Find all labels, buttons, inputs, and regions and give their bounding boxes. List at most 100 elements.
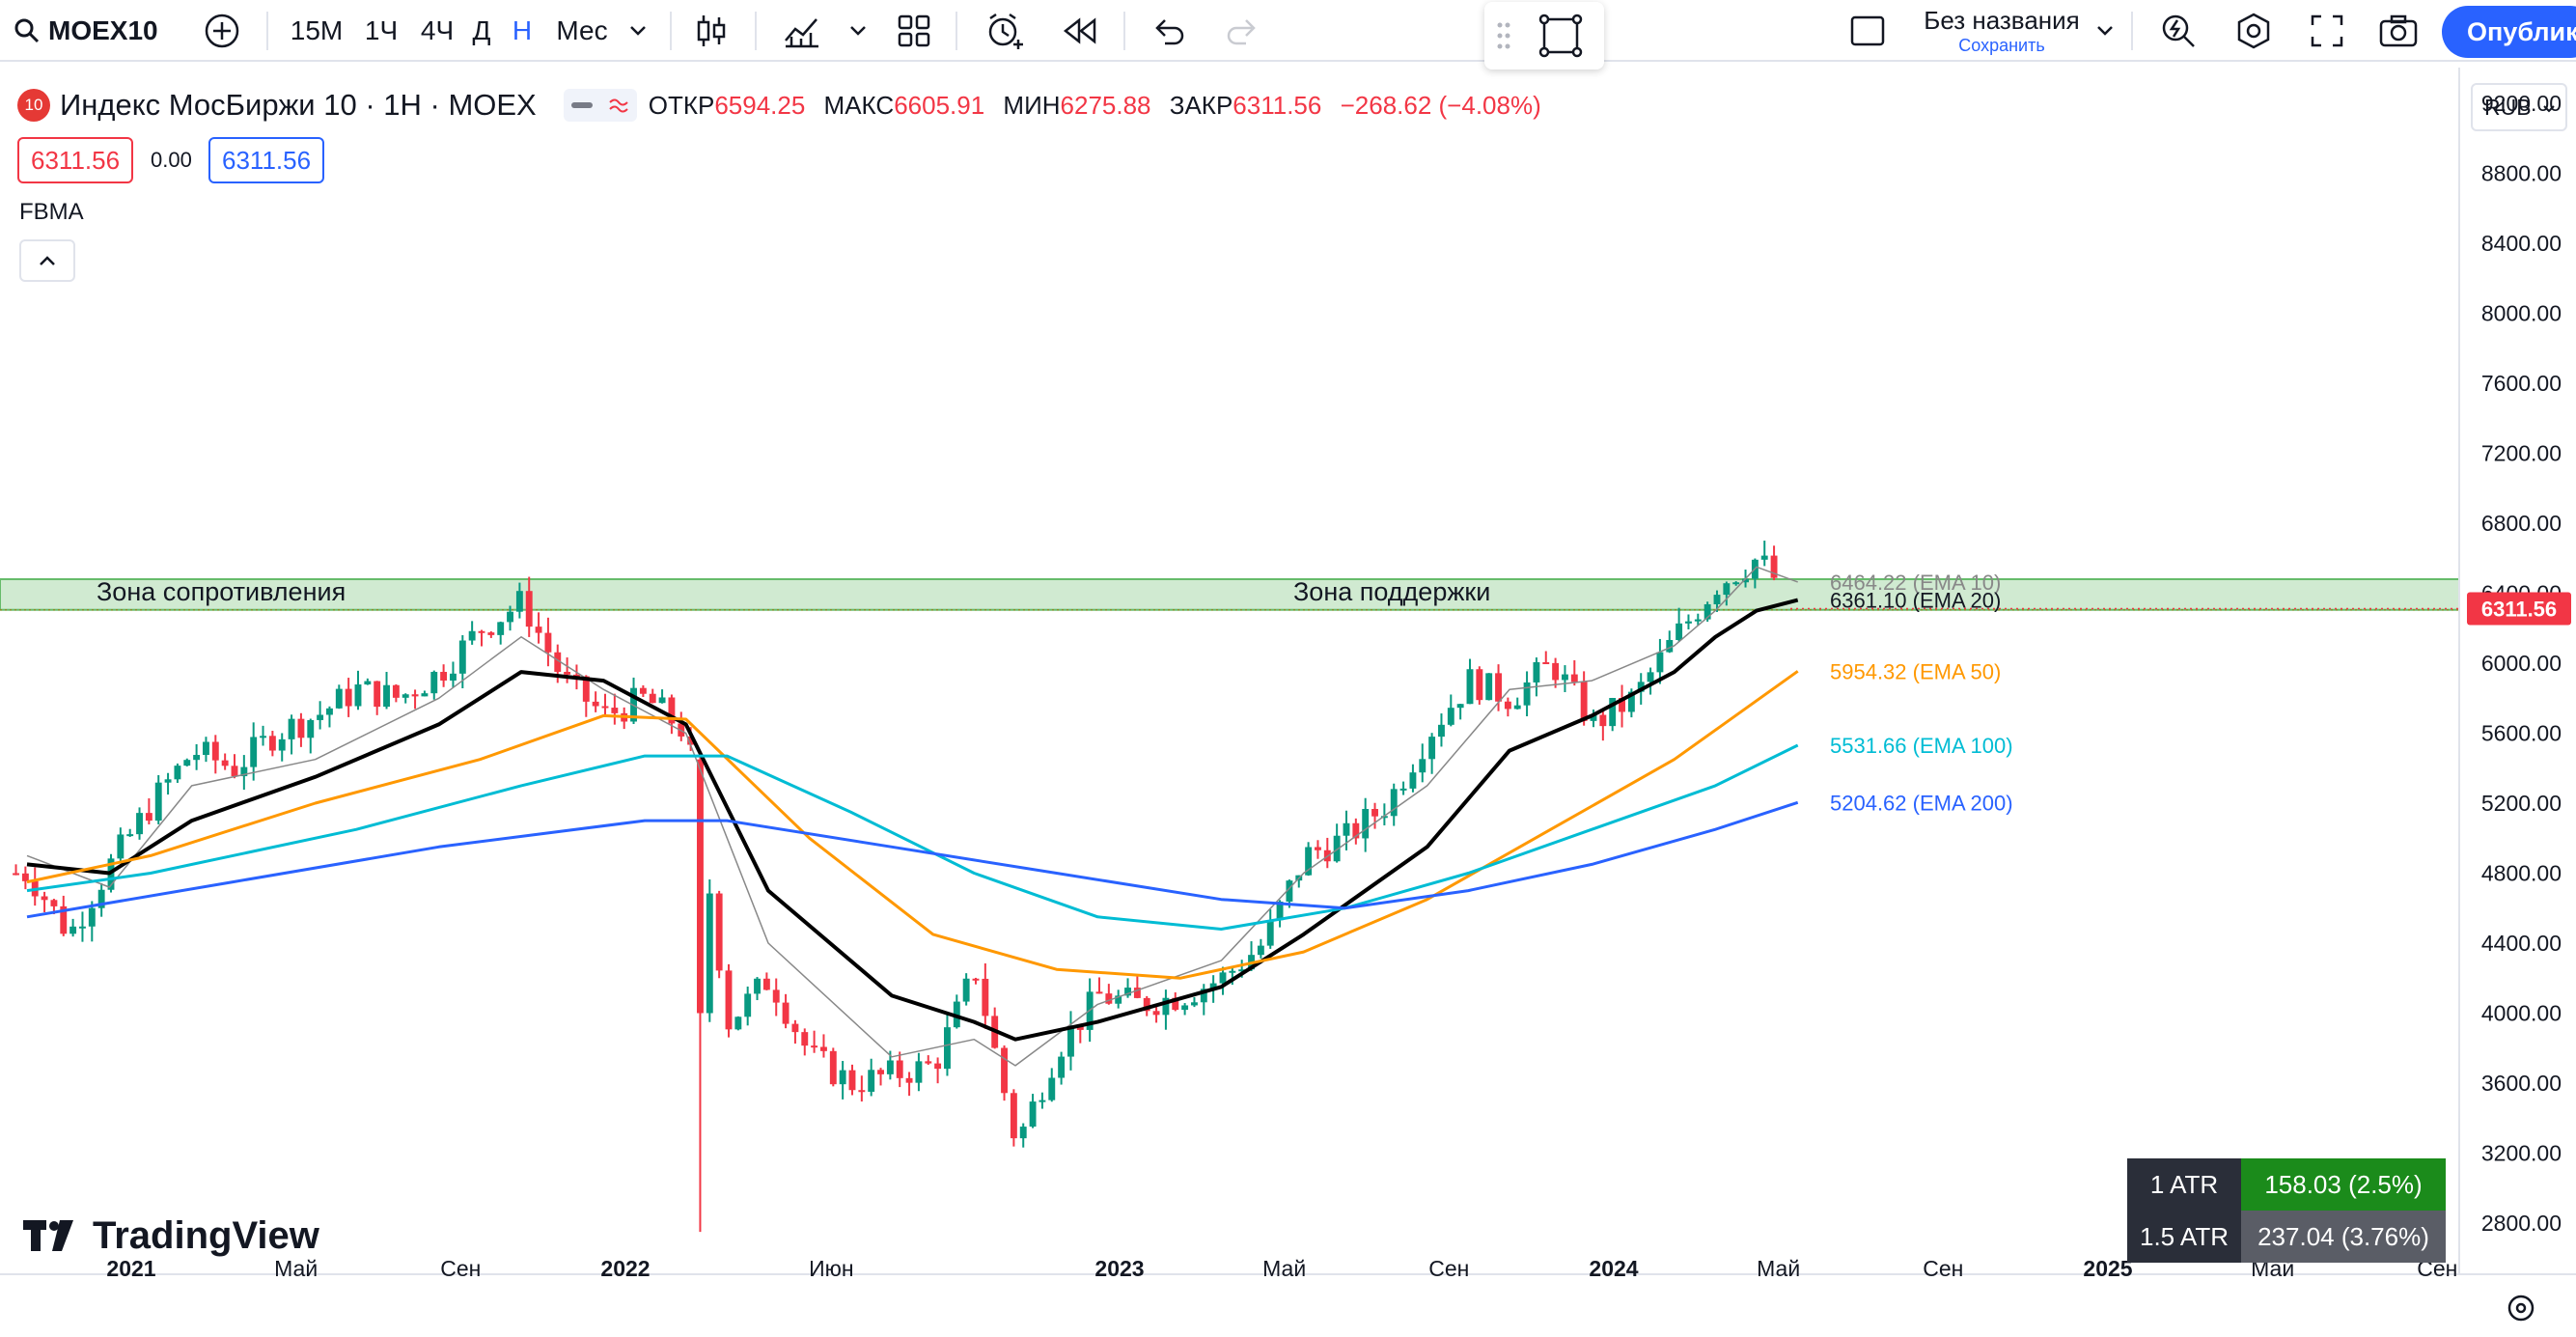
interval-month[interactable]: Мес — [556, 15, 608, 45]
candle-body — [174, 766, 181, 780]
indicators-button[interactable] — [778, 0, 826, 62]
chart-type-button[interactable] — [687, 0, 735, 62]
candle-body — [1619, 697, 1625, 712]
interval-week[interactable]: Н — [512, 15, 533, 45]
open-value: 6594.25 — [714, 90, 806, 120]
candle-body — [1257, 945, 1264, 956]
candle-body — [1694, 619, 1702, 622]
interval-1h[interactable]: 1Ч — [364, 15, 399, 45]
snapshot-button[interactable] — [2374, 0, 2423, 62]
candle-body — [639, 687, 647, 694]
candle-body — [1172, 997, 1179, 1011]
candle-body — [1238, 969, 1246, 972]
candle-body — [697, 759, 704, 1014]
fullscreen-button[interactable] — [2303, 0, 2351, 62]
candle-body — [450, 673, 457, 681]
layout-dropdown[interactable] — [2091, 0, 2119, 62]
rectangle-tool-button[interactable] — [1538, 14, 1583, 63]
symbol-search-button[interactable]: MOEX10 — [14, 0, 168, 62]
replay-button[interactable] — [1056, 0, 1104, 62]
quick-search-button[interactable] — [2154, 0, 2202, 62]
camera-icon — [2379, 14, 2418, 47]
y-tick-label: 6800.00 — [2481, 511, 2562, 536]
symbol-label: MOEX10 — [48, 15, 158, 45]
y-tick-label: 4800.00 — [2481, 861, 2562, 886]
chevron-down-icon — [630, 26, 646, 36]
redo-button[interactable] — [1218, 0, 1266, 62]
indicators-dropdown[interactable] — [844, 0, 873, 62]
candle-body — [1609, 697, 1617, 727]
collapse-indicators-button[interactable] — [19, 239, 75, 282]
candle-body — [221, 760, 229, 766]
candle-body — [820, 1046, 827, 1051]
interval-4h[interactable]: 4Ч — [420, 15, 455, 45]
candle-body — [1191, 1002, 1198, 1006]
candle-body — [402, 694, 409, 698]
tradingview-logo[interactable]: TradingView — [23, 1214, 319, 1258]
candle-body — [345, 688, 352, 707]
undo-button[interactable] — [1145, 0, 1193, 62]
low-value: 6275.88 — [1060, 90, 1151, 120]
candle-body — [962, 978, 970, 1002]
alarm-clock-plus-icon — [988, 13, 1023, 49]
candle-body — [1343, 822, 1350, 836]
candle-body — [1019, 1127, 1027, 1139]
candle-body — [811, 1045, 818, 1048]
candle-body — [1266, 920, 1274, 946]
candle-body — [1676, 623, 1683, 640]
currency-select[interactable]: RUB — [2471, 83, 2567, 131]
candle-body — [211, 741, 219, 761]
x-tick-label: 2021 — [106, 1256, 155, 1281]
sell-price-box[interactable]: 6311.56 — [17, 137, 134, 183]
y-tick-label: 8400.00 — [2481, 231, 2562, 256]
redo-icon — [1227, 19, 1256, 45]
candle-body — [411, 694, 419, 697]
x-tick-label: Сен — [1428, 1256, 1469, 1281]
candle-body — [1703, 603, 1711, 620]
candle-body — [1152, 1011, 1160, 1016]
layout-button[interactable] — [890, 0, 938, 62]
candle-body — [1058, 1056, 1066, 1078]
candle-body — [13, 873, 19, 876]
candle-body — [573, 674, 580, 677]
candle-body — [364, 681, 372, 685]
top-toolbar: MOEX10 15M 1Ч 4Ч Д Н Мес Без названия — [0, 0, 2576, 62]
candle-body — [297, 718, 305, 738]
ema-line-ema100 — [26, 743, 1799, 931]
axes: 9200.00 8800.00 8400.00 8000.00 7600.00 7200.… — [0, 68, 2576, 1322]
settings-button[interactable] — [2230, 0, 2278, 62]
interval-day[interactable]: Д — [472, 15, 491, 45]
layout-select-button[interactable] — [1843, 0, 1892, 62]
candle-body — [164, 779, 172, 783]
zone-rectangles[interactable]: Зона сопротивления Зона поддержки — [0, 577, 2460, 611]
drag-handle-icon[interactable] — [1494, 19, 1513, 57]
change-value: −268.62 (−4.08%) — [1340, 90, 1541, 120]
indicator-name[interactable]: FBMA — [19, 199, 84, 225]
y-tick-label: 6000.00 — [2481, 651, 2562, 676]
candle-body — [1685, 621, 1692, 624]
candle-body — [934, 1063, 942, 1070]
layout-name-button[interactable]: Без названия Сохранить — [1905, 0, 2098, 62]
compare-symbol-button[interactable] — [198, 0, 246, 62]
candle-body — [668, 697, 676, 724]
intervals-dropdown[interactable] — [623, 0, 652, 62]
toolbar-divider — [670, 12, 672, 50]
price-chart[interactable]: Зона сопротивления Зона поддержки 6464.22… — [0, 68, 2576, 1337]
symbol-title[interactable]: Индекс МосБиржи 10 · 1Н · MOEX — [60, 88, 537, 122]
chevron-down-icon — [2543, 105, 2555, 113]
chart-legend: 10 Индекс МосБиржи 10 · 1Н · MOEX ОТКР65… — [17, 83, 1553, 127]
ema-line-ema200 — [26, 800, 1799, 919]
candle-body — [1476, 669, 1483, 701]
x-tick-label: Июн — [809, 1256, 853, 1281]
interval-15m[interactable]: 15M — [290, 15, 344, 45]
legend-toggles[interactable] — [563, 89, 637, 122]
rewind-icon — [1063, 17, 1096, 44]
atr-row: 1 ATR 158.03 (2.5%) — [2127, 1158, 2446, 1211]
alert-button[interactable] — [981, 0, 1029, 62]
candle-body — [1504, 701, 1511, 710]
publish-button[interactable]: Опублико — [2442, 6, 2576, 58]
candle-body — [1029, 1101, 1037, 1128]
buy-price-box[interactable]: 6311.56 — [208, 137, 325, 183]
candle-body — [1380, 816, 1388, 819]
candle-body — [231, 766, 238, 777]
